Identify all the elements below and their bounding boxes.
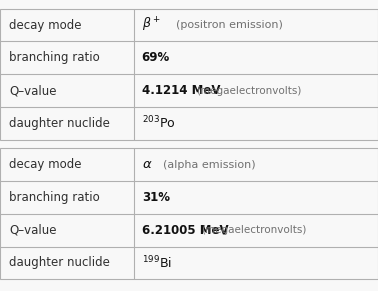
Text: 4.1214 MeV: 4.1214 MeV	[142, 84, 220, 97]
Text: 6.21005 MeV: 6.21005 MeV	[142, 224, 228, 237]
Text: branching ratio: branching ratio	[9, 191, 100, 204]
Text: $^{203}$Po: $^{203}$Po	[142, 115, 175, 132]
Text: Q–value: Q–value	[9, 224, 57, 237]
Text: daughter nuclide: daughter nuclide	[9, 117, 110, 130]
Bar	[0, 148, 378, 279]
Text: $\mathit{\alpha}$: $\mathit{\alpha}$	[142, 158, 152, 171]
Text: (alpha emission): (alpha emission)	[163, 160, 255, 170]
Text: $\mathit{\beta}^+$: $\mathit{\beta}^+$	[142, 16, 161, 34]
Text: $\mathit{\beta}^+$: $\mathit{\beta}^+$	[142, 10, 163, 31]
Text: 69%: 69%	[142, 51, 170, 64]
Bar	[0, 9, 378, 140]
Text: decay mode: decay mode	[9, 158, 82, 171]
Text: 31%: 31%	[142, 191, 170, 204]
Text: decay mode: decay mode	[9, 19, 82, 32]
Text: branching ratio: branching ratio	[9, 51, 100, 64]
Text: $^{199}$Bi: $^{199}$Bi	[142, 255, 172, 271]
Text: (positron emission): (positron emission)	[176, 20, 283, 30]
Text: daughter nuclide: daughter nuclide	[9, 256, 110, 269]
Text: (megaelectronvolts): (megaelectronvolts)	[201, 225, 307, 235]
Text: Q–value: Q–value	[9, 84, 57, 97]
Text: (megaelectronvolts): (megaelectronvolts)	[197, 86, 302, 95]
